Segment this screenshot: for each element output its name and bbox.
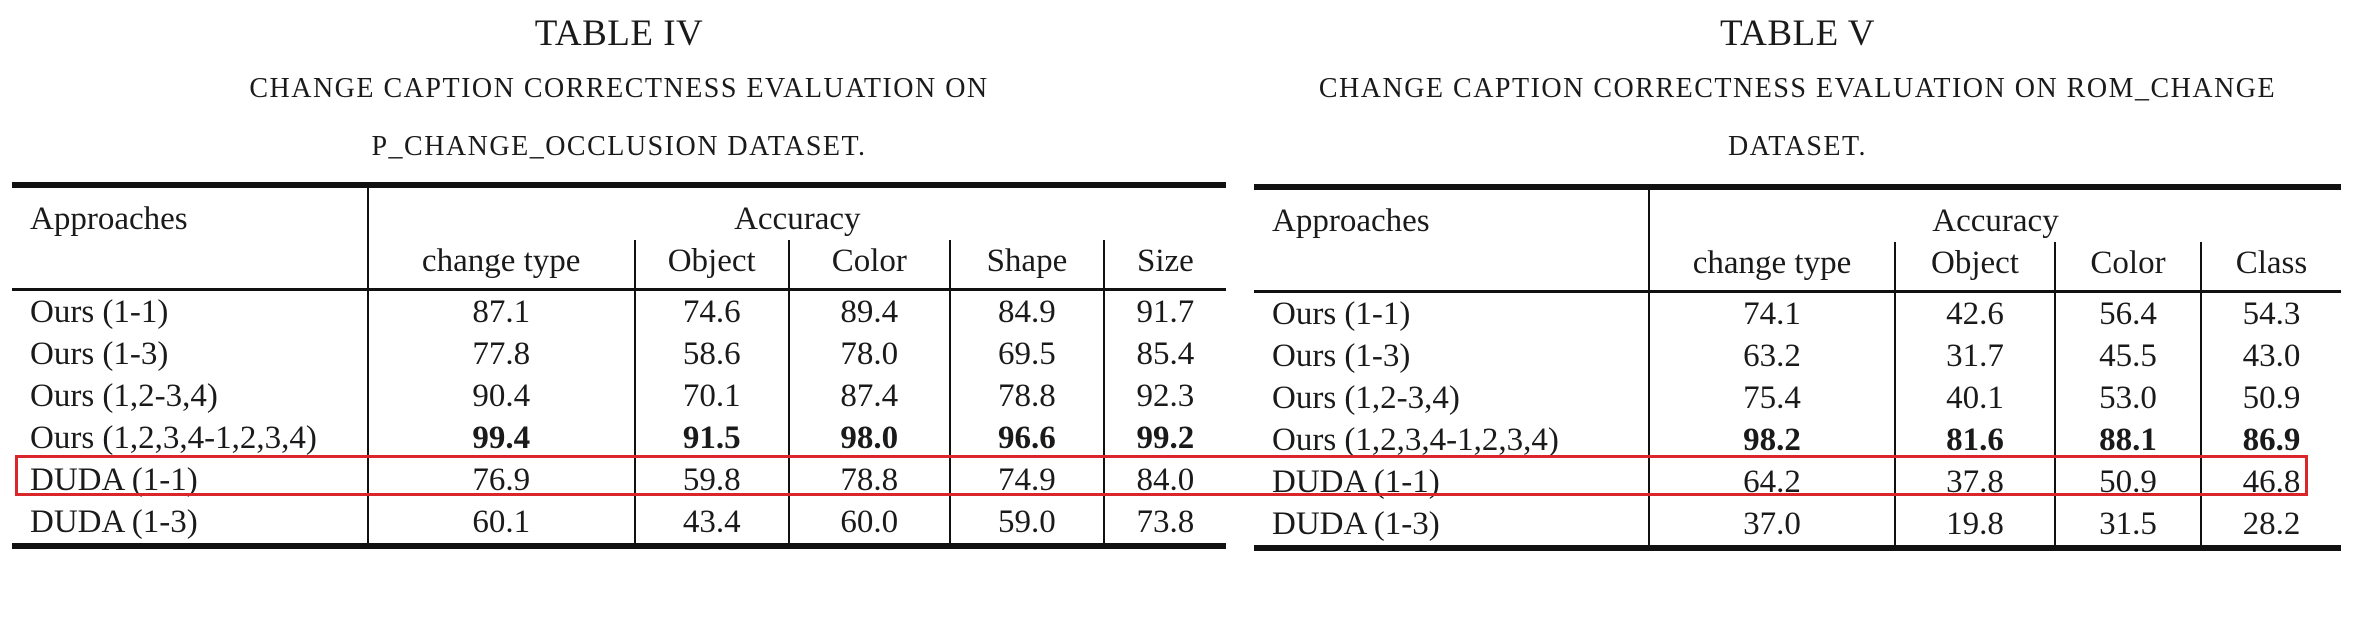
header-approaches: Approaches [30, 201, 188, 237]
table-v-grid: Approaches Accuracy change type Object C… [1254, 184, 2341, 551]
value-cell: 64.2 [1648, 461, 1895, 503]
table-row: Ours (1-3) 63.2 31.7 45.5 43.0 [1254, 335, 2341, 377]
table-iv-grid: Approaches Accuracy change type Object C… [12, 182, 1226, 549]
value-cell: 98.2 [1648, 419, 1895, 461]
table-v-caption-line2: dataset. [1727, 131, 1868, 162]
table-row: Ours (1-3) 77.8 58.6 78.0 69.5 85.4 [12, 333, 1226, 375]
column-header: Color [787, 240, 950, 290]
value-cell: 89.4 [787, 289, 950, 333]
value-cell: 81.6 [1894, 419, 2055, 461]
table-row: Ours (1-1) 87.1 74.6 89.4 84.9 91.7 [12, 289, 1226, 333]
approach-cell: Ours (1-1) [1272, 296, 1411, 332]
value-cell: 99.4 [366, 417, 635, 459]
table-row-highlighted: Ours (1,2,3,4-1,2,3,4) 98.2 81.6 88.1 86… [1254, 419, 2341, 461]
column-header: change type [366, 240, 635, 290]
value-cell: 74.1 [1648, 291, 1895, 335]
value-cell: 28.2 [2200, 503, 2341, 548]
value-cell: 56.4 [2054, 291, 2201, 335]
column-header: change type [1648, 242, 1895, 292]
value-cell: 31.7 [1894, 335, 2055, 377]
approach-cell: Ours (1,2-3,4) [1272, 380, 1460, 416]
value-cell: 31.5 [2054, 503, 2201, 548]
table-row: Ours (1-1) 74.1 42.6 56.4 54.3 [1254, 291, 2341, 335]
value-cell: 74.6 [633, 289, 789, 333]
value-cell: 73.8 [1102, 501, 1226, 546]
table-row: DUDA (1-3) 37.0 19.8 31.5 28.2 [1254, 503, 2341, 548]
value-cell: 54.3 [2200, 291, 2341, 335]
value-cell: 98.0 [787, 417, 950, 459]
value-cell: 19.8 [1894, 503, 2055, 548]
value-cell: 91.5 [633, 417, 789, 459]
value-cell: 86.9 [2200, 419, 2341, 461]
header-accuracy: Accuracy [1648, 187, 2341, 242]
value-cell: 45.5 [2054, 335, 2201, 377]
column-header: Shape [949, 240, 1104, 290]
table-iv-label: TABLE IV [534, 13, 704, 54]
table-iv-caption-line1: Change caption correctness evaluation on [249, 73, 989, 104]
column-header: Object [633, 240, 789, 290]
value-cell: 87.1 [366, 289, 635, 333]
approach-cell: Ours (1,2-3,4) [30, 378, 218, 414]
value-cell: 90.4 [366, 375, 635, 417]
header-approaches: Approaches [1272, 203, 1430, 239]
value-cell: 40.1 [1894, 377, 2055, 419]
value-cell: 50.9 [2200, 377, 2341, 419]
value-cell: 37.0 [1648, 503, 1895, 548]
value-cell: 70.1 [633, 375, 789, 417]
value-cell: 60.0 [787, 501, 950, 546]
table-v: TABLE V Change caption correctness evalu… [1254, 0, 2341, 551]
header-accuracy: Accuracy [366, 185, 1226, 240]
approach-cell: Ours (1-1) [30, 294, 169, 330]
approach-cell: DUDA (1-1) [30, 462, 198, 498]
value-cell: 42.6 [1894, 291, 2055, 335]
column-header: Class [2200, 242, 2341, 292]
highlight-box [15, 455, 2308, 496]
value-cell: 88.1 [2054, 419, 2201, 461]
approach-cell: Ours (1-3) [30, 336, 169, 372]
approach-cell: Ours (1-3) [1272, 338, 1411, 374]
approach-cell: DUDA (1-3) [30, 504, 198, 540]
table-row: Ours (1,2-3,4) 90.4 70.1 87.4 78.8 92.3 [12, 375, 1226, 417]
table-row: DUDA (1-3) 60.1 43.4 60.0 59.0 73.8 [12, 501, 1226, 546]
table-v-caption-line1: Change caption correctness evaluation on… [1318, 73, 2277, 104]
table-v-label: TABLE V [1719, 13, 1876, 54]
value-cell: 43.0 [2200, 335, 2341, 377]
column-header: Size [1102, 240, 1226, 290]
value-cell: 63.2 [1648, 335, 1895, 377]
value-cell: 59.0 [949, 501, 1104, 546]
value-cell: 91.7 [1102, 289, 1226, 333]
approach-cell: Ours (1,2,3,4-1,2,3,4) [1272, 422, 1559, 458]
value-cell: 69.5 [949, 333, 1104, 375]
value-cell: 99.2 [1102, 417, 1226, 459]
table-iv-caption-line2: P_change_occlusion dataset. [371, 131, 867, 162]
column-header: Color [2054, 242, 2201, 292]
value-cell: 84.9 [949, 289, 1104, 333]
value-cell: 87.4 [787, 375, 950, 417]
value-cell: 92.3 [1102, 375, 1226, 417]
value-cell: 77.8 [366, 333, 635, 375]
table-row: Ours (1,2-3,4) 75.4 40.1 53.0 50.9 [1254, 377, 2341, 419]
value-cell: 43.4 [633, 501, 789, 546]
value-cell: 78.8 [949, 375, 1104, 417]
value-cell: 78.0 [787, 333, 950, 375]
value-cell: 96.6 [949, 417, 1104, 459]
value-cell: 60.1 [366, 501, 635, 546]
approach-cell: DUDA (1-3) [1272, 506, 1440, 542]
table-iv: TABLE IV Change caption correctness eval… [12, 0, 1226, 549]
column-header: Object [1894, 242, 2055, 292]
value-cell: 85.4 [1102, 333, 1226, 375]
table-row-highlighted: Ours (1,2,3,4-1,2,3,4) 99.4 91.5 98.0 96… [12, 417, 1226, 459]
approach-cell: Ours (1,2,3,4-1,2,3,4) [30, 420, 317, 456]
value-cell: 75.4 [1648, 377, 1895, 419]
value-cell: 58.6 [633, 333, 789, 375]
value-cell: 53.0 [2054, 377, 2201, 419]
